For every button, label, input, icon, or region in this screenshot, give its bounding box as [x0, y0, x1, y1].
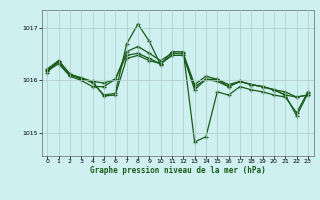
X-axis label: Graphe pression niveau de la mer (hPa): Graphe pression niveau de la mer (hPa) [90, 166, 266, 175]
